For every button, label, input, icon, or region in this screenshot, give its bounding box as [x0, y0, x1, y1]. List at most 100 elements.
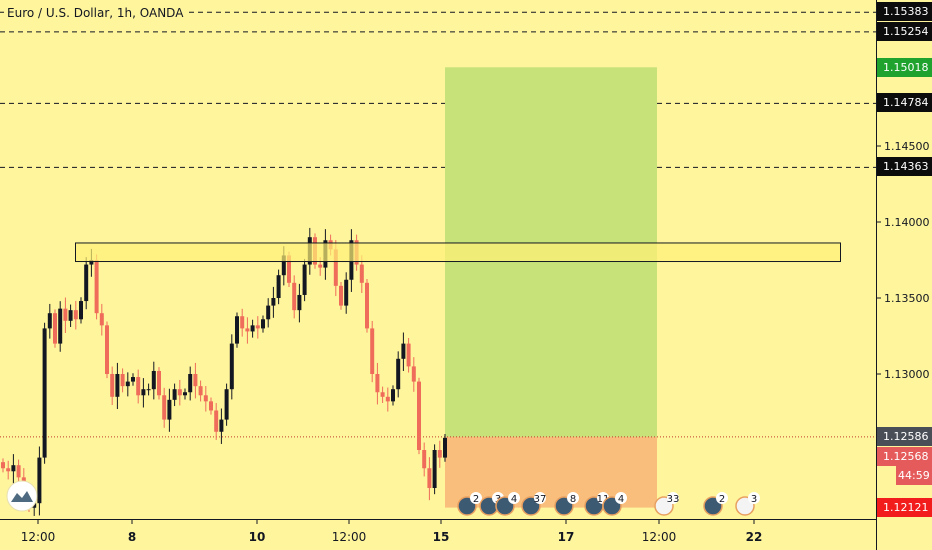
candle-body	[6, 468, 11, 472]
candle	[385, 387, 390, 412]
economic-event-icon[interactable]: 2	[703, 492, 728, 516]
candle-body	[224, 389, 229, 420]
candle	[125, 372, 130, 397]
candle	[110, 366, 115, 405]
candle-body	[84, 264, 89, 302]
candle-body	[406, 343, 411, 367]
candle-body	[318, 264, 323, 268]
candle	[6, 460, 11, 480]
event-count: 2	[473, 494, 479, 505]
candle-body	[370, 328, 375, 374]
candle	[99, 303, 104, 336]
candle-body	[255, 325, 260, 329]
candle	[193, 362, 198, 399]
candle	[391, 385, 395, 406]
candle	[422, 442, 427, 477]
candle-body	[261, 319, 265, 329]
candle-body	[250, 325, 255, 332]
candle-body	[125, 381, 130, 387]
candle-body	[151, 370, 156, 390]
tradingview-logo-icon[interactable]	[6, 480, 38, 512]
candle	[115, 362, 120, 410]
candle-body	[344, 279, 349, 306]
candle-body	[443, 437, 447, 458]
candle-body	[1, 462, 5, 469]
candle-body	[385, 396, 390, 402]
candle	[219, 408, 224, 444]
candle	[302, 258, 307, 302]
candle-body	[42, 328, 47, 458]
candle-body	[235, 316, 239, 344]
candle	[162, 387, 167, 428]
economic-event-icon[interactable]: 2	[457, 492, 482, 516]
candle	[344, 272, 349, 314]
candle-body	[198, 386, 203, 396]
candle-body	[203, 395, 208, 402]
event-count-bubble	[615, 492, 627, 504]
candle-body	[209, 401, 213, 411]
us-flag-event-icon[interactable]: 33	[654, 492, 680, 516]
candle	[58, 301, 63, 352]
candle	[188, 366, 193, 401]
candle	[198, 380, 203, 402]
candle	[47, 303, 52, 339]
candle-body	[276, 275, 281, 298]
candle	[292, 275, 297, 319]
candle	[105, 321, 109, 379]
candle-body	[339, 285, 343, 306]
symbol-title[interactable]: Euro / U.S. Dollar, 1h, OANDA	[4, 6, 187, 20]
economic-event-icon[interactable]: 37	[521, 492, 546, 516]
candle	[172, 383, 177, 407]
candle	[214, 403, 219, 440]
event-count: 4	[618, 494, 624, 505]
candle	[432, 444, 437, 495]
candle-body	[79, 301, 83, 320]
candle-body	[411, 366, 416, 382]
resistance-zone	[75, 242, 841, 263]
economic-event-icon[interactable]: 4	[602, 492, 627, 516]
price-axis-label: 1.15383	[877, 2, 932, 22]
candle-body	[110, 374, 115, 397]
candle	[131, 373, 135, 386]
economic-event-icon[interactable]: 4	[495, 492, 520, 516]
candle	[261, 315, 265, 333]
candle	[183, 388, 187, 400]
candle-body	[16, 465, 21, 478]
candle-body	[47, 313, 52, 329]
price-axis-label: 1.15254	[877, 21, 932, 41]
candle-body	[193, 374, 198, 387]
candle-body	[183, 392, 187, 396]
candle	[427, 457, 432, 501]
candle-body	[365, 282, 369, 329]
candle-body	[396, 358, 401, 390]
event-count-bubble	[667, 492, 679, 504]
economic-event-icon[interactable]: 8	[554, 492, 579, 516]
candle-body	[172, 389, 177, 400]
us-flag-event-icon[interactable]: 3	[735, 492, 760, 516]
candle	[73, 300, 78, 330]
candle	[245, 317, 250, 344]
candle	[271, 286, 276, 318]
candle-body	[131, 377, 135, 382]
event-count: 11	[597, 494, 610, 505]
candle	[11, 454, 16, 484]
candle-body	[281, 255, 286, 276]
event-count-bubble	[534, 492, 546, 504]
candle-body	[417, 381, 421, 450]
time-tick-label: 10	[249, 530, 266, 544]
event-count: 33	[667, 494, 680, 505]
candle-body	[63, 308, 68, 321]
candle-body	[401, 343, 406, 359]
candle-body	[73, 310, 78, 320]
candle-body	[177, 389, 182, 396]
candle-body	[120, 374, 125, 387]
candle-body	[58, 308, 63, 344]
candle	[411, 357, 416, 392]
candle	[94, 254, 99, 320]
candle	[276, 269, 281, 305]
candle-body	[115, 374, 120, 397]
event-count: 4	[511, 494, 517, 505]
candle	[157, 367, 161, 400]
candle-body	[375, 374, 380, 393]
